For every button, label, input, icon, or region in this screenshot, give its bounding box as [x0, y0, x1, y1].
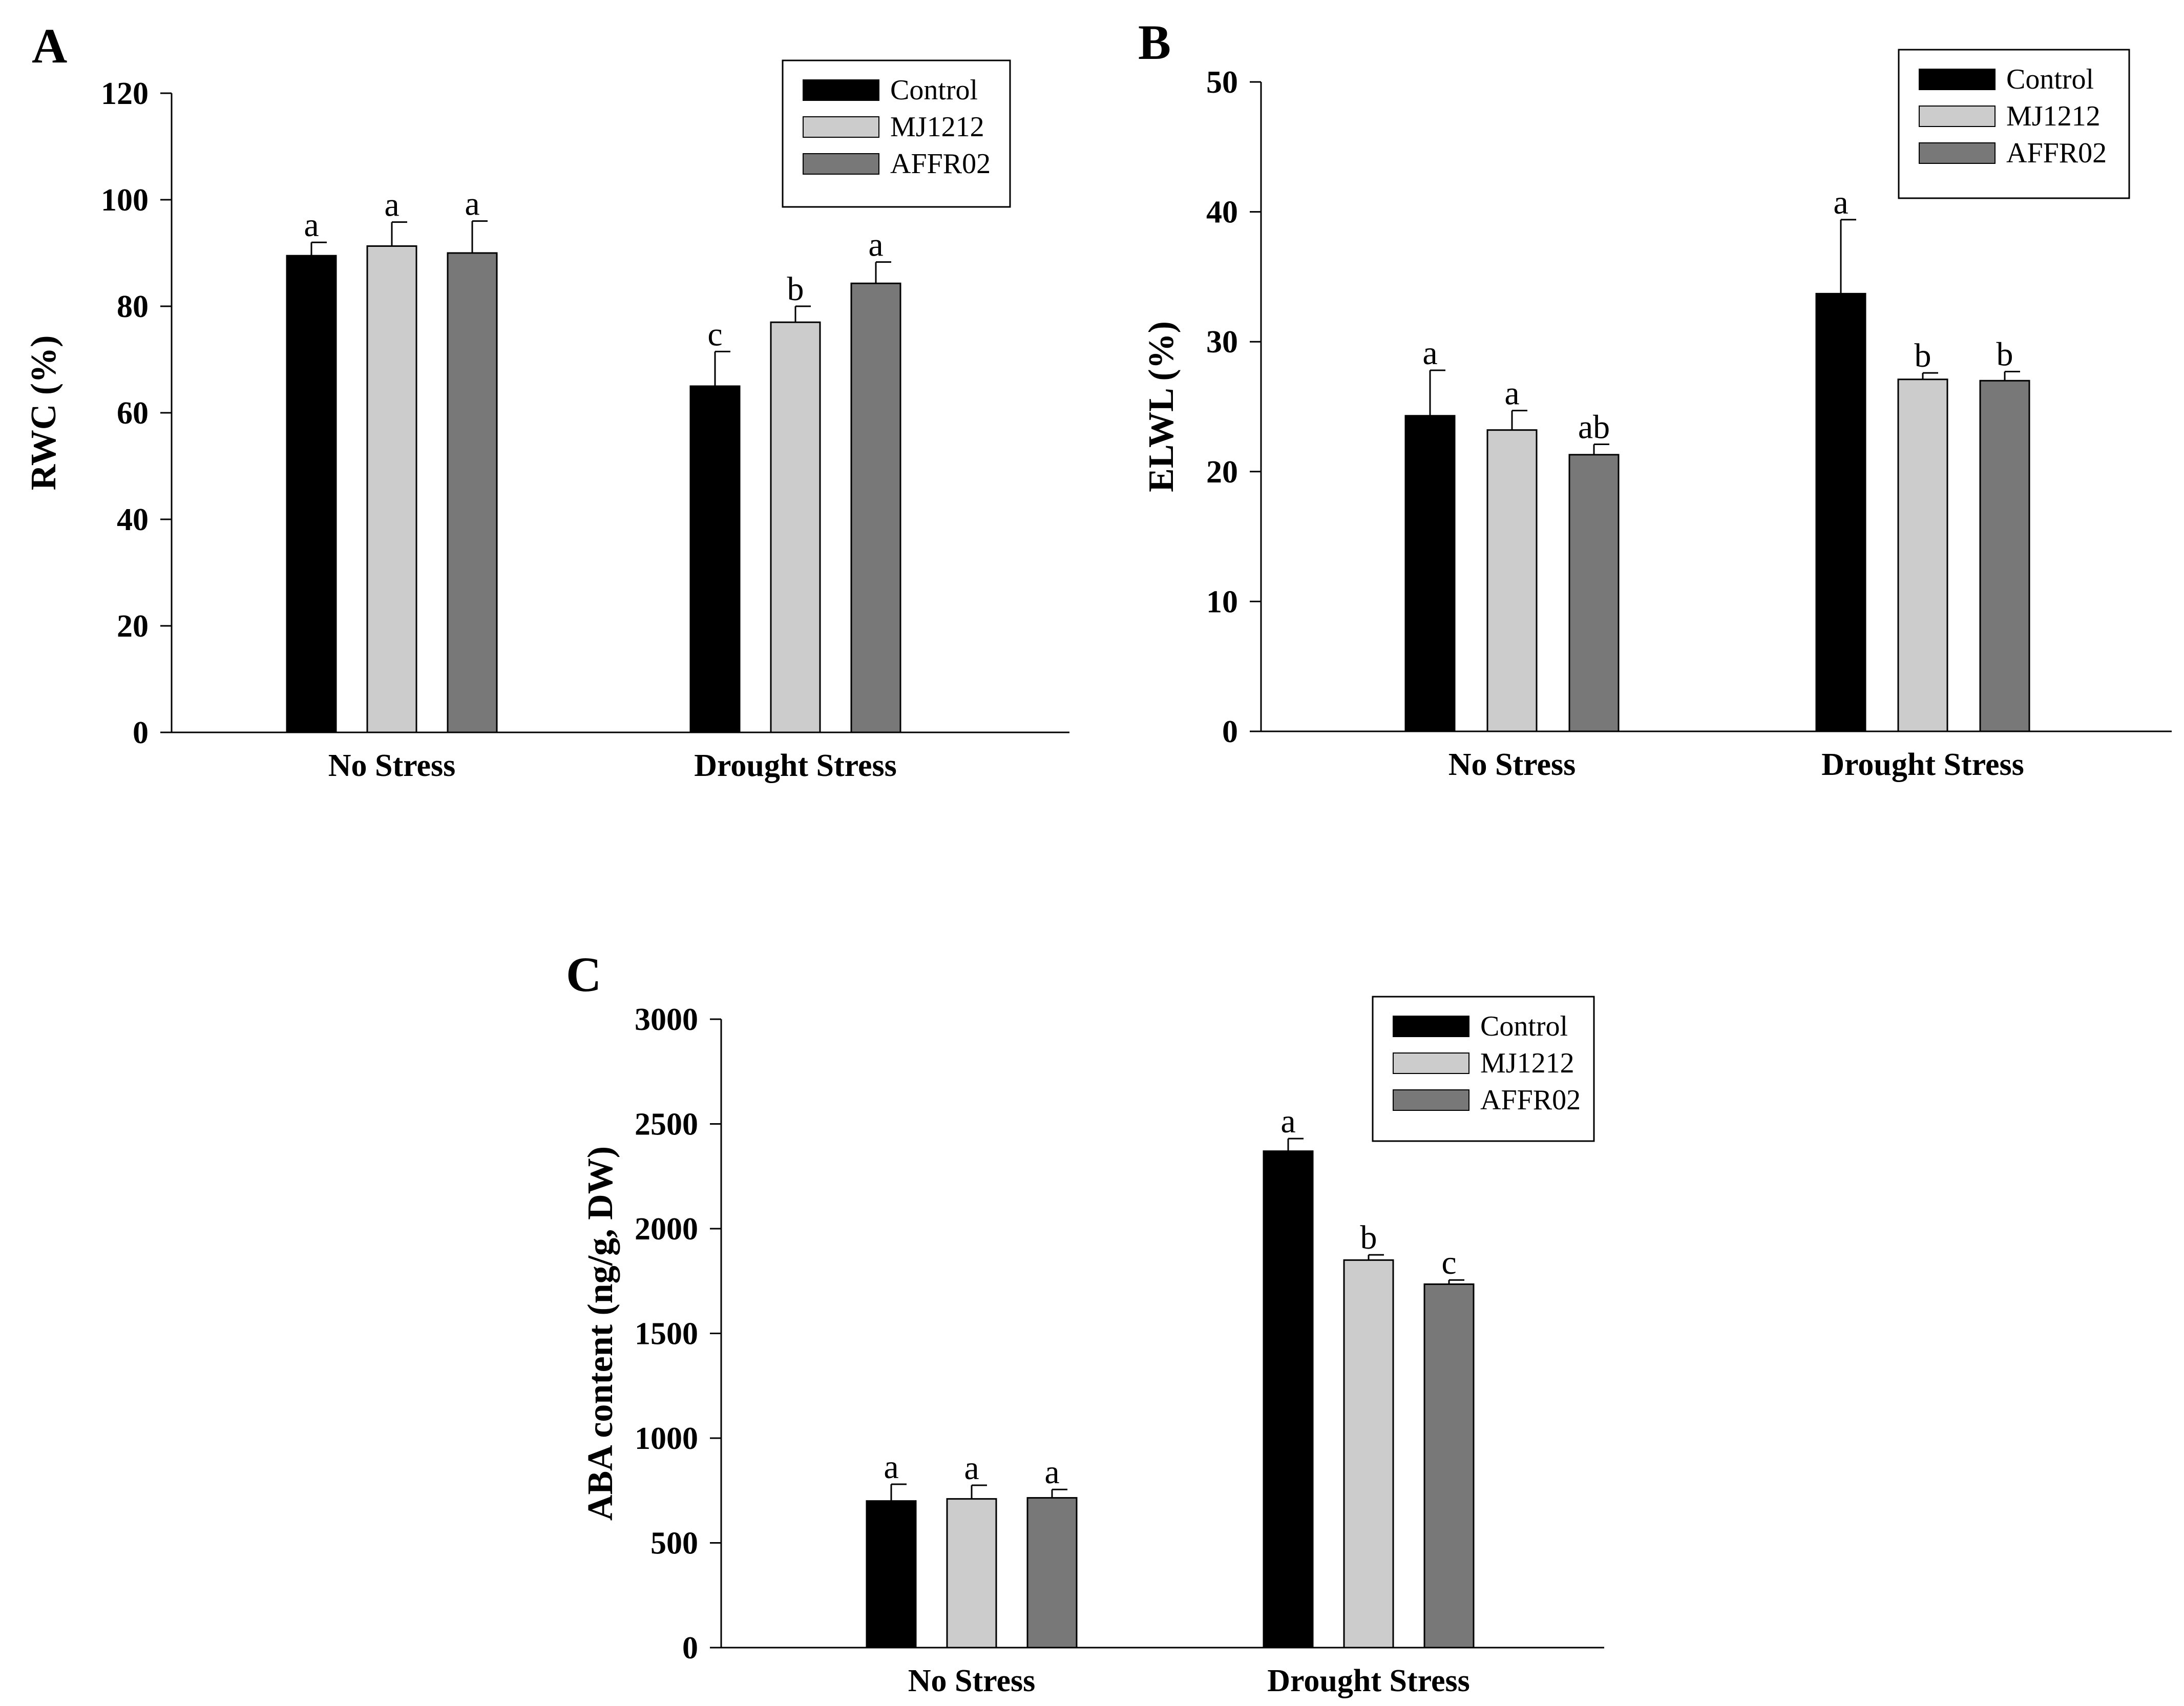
chart-panel-a: A 0 20 40 60 80 100 120 RWC (%) a a a No Stress c b a Dr…: [24, 18, 1069, 783]
legend: Control MJ1212 AFFR02: [782, 59, 1011, 208]
legend: Control MJ1212 AFFR02: [1898, 49, 2130, 199]
significance-label: b: [1360, 1219, 1377, 1256]
x-category-label: No Stress: [1448, 747, 1576, 782]
legend-label: MJ1212: [1480, 1047, 1574, 1079]
y-tick-label: 100: [101, 183, 149, 218]
y-tick-label: 0: [133, 715, 149, 750]
bar-mj1212-drought-stress: [770, 321, 821, 733]
significance-label: a: [884, 1448, 898, 1486]
significance-label: a: [1044, 1454, 1059, 1491]
legend-label: Control: [1480, 1010, 1568, 1042]
significance-label: b: [787, 270, 804, 308]
y-tick-label: 0: [682, 1631, 698, 1666]
legend-swatch-affr02: [803, 153, 879, 175]
y-tick-label: 1000: [635, 1421, 698, 1456]
panel-label: C: [566, 947, 601, 1002]
significance-label: a: [964, 1449, 979, 1487]
bar-control-drought-stress: [1815, 292, 1866, 732]
legend-swatch-affr02: [1393, 1089, 1469, 1111]
bar-mj1212-drought-stress: [1343, 1259, 1394, 1649]
legend-label: MJ1212: [890, 111, 984, 143]
x-category-label: Drought Stress: [1821, 747, 2024, 782]
panel-label: B: [1138, 15, 1171, 70]
y-tick-label: 40: [1206, 195, 1238, 230]
legend-swatch-mj1212: [1393, 1052, 1469, 1074]
bar-mj1212-no-stress: [946, 1498, 997, 1649]
legend-label: Control: [2006, 64, 2094, 95]
legend-swatch-control: [1919, 69, 1996, 90]
y-tick-label: 500: [650, 1526, 698, 1561]
y-tick-label: 3000: [635, 1002, 698, 1037]
x-category-label: No Stress: [328, 748, 456, 783]
y-tick-label: 0: [1222, 714, 1238, 749]
bar-affr02-drought-stress: [1979, 380, 2030, 732]
significance-label: a: [465, 185, 479, 223]
chart-panel-c: C 0 500 1000 1500 2000 2500 3000 ABA content (ng…: [566, 947, 1604, 1698]
bar-affr02-drought-stress: [850, 282, 901, 733]
significance-label: a: [304, 206, 319, 244]
bar-affr02-drought-stress: [1423, 1283, 1475, 1649]
significance-label: c: [1441, 1244, 1456, 1281]
legend-label: AFFR02: [1480, 1084, 1581, 1116]
bar-control-drought-stress: [689, 385, 741, 733]
y-axis-title: ELWL (%): [1142, 321, 1181, 492]
bar-mj1212-drought-stress: [1897, 378, 1948, 732]
legend-swatch-mj1212: [803, 116, 879, 138]
legend-label: AFFR02: [2006, 137, 2107, 169]
y-tick-label: 20: [1206, 455, 1238, 490]
bar-mj1212-no-stress: [366, 245, 417, 733]
x-category-label: No Stress: [908, 1663, 1036, 1698]
legend-swatch-control: [1393, 1016, 1469, 1037]
significance-label: ab: [1578, 409, 1610, 446]
bar-mj1212-no-stress: [1486, 429, 1538, 732]
significance-label: b: [1915, 337, 1931, 374]
bar-control-drought-stress: [1263, 1150, 1314, 1649]
y-tick-label: 120: [101, 76, 149, 111]
y-tick-label: 30: [1206, 325, 1238, 360]
bar-affr02-no-stress: [1568, 454, 1620, 732]
panel-label: A: [32, 18, 67, 73]
y-tick-label: 1500: [635, 1317, 698, 1352]
y-tick-label: 20: [117, 609, 149, 644]
significance-label: c: [707, 315, 722, 353]
bar-affr02-no-stress: [447, 252, 498, 733]
y-tick-label: 50: [1206, 65, 1238, 100]
y-axis-title: RWC (%): [24, 335, 64, 491]
y-tick-label: 10: [1206, 584, 1238, 619]
y-tick-label: 60: [117, 396, 149, 431]
significance-label: a: [384, 186, 399, 224]
legend-label: Control: [890, 74, 978, 106]
bar-affr02-no-stress: [1026, 1497, 1078, 1649]
legend-label: AFFR02: [890, 148, 991, 180]
y-axis-title: ABA content (ng/g, DW): [581, 1146, 620, 1521]
y-tick-label: 2500: [635, 1107, 698, 1142]
significance-label: b: [1997, 336, 2013, 373]
legend: Control MJ1212 AFFR02: [1372, 996, 1595, 1142]
legend-label: MJ1212: [2006, 100, 2101, 132]
significance-label: a: [868, 226, 883, 264]
legend-swatch-affr02: [1919, 142, 1996, 164]
y-tick-label: 80: [117, 289, 149, 324]
x-category-label: Drought Stress: [694, 748, 897, 783]
legend-swatch-control: [803, 79, 879, 101]
bar-control-no-stress: [1404, 415, 1456, 732]
legend-swatch-mj1212: [1919, 106, 1996, 127]
significance-label: a: [1504, 375, 1519, 412]
significance-label: a: [1280, 1103, 1295, 1140]
y-tick-label: 40: [117, 502, 149, 537]
y-tick-label: 2000: [635, 1212, 698, 1247]
x-category-label: Drought Stress: [1267, 1663, 1470, 1698]
bar-control-no-stress: [286, 255, 337, 733]
significance-label: a: [1422, 334, 1437, 372]
significance-label: a: [1833, 184, 1848, 221]
bar-control-no-stress: [866, 1500, 917, 1649]
